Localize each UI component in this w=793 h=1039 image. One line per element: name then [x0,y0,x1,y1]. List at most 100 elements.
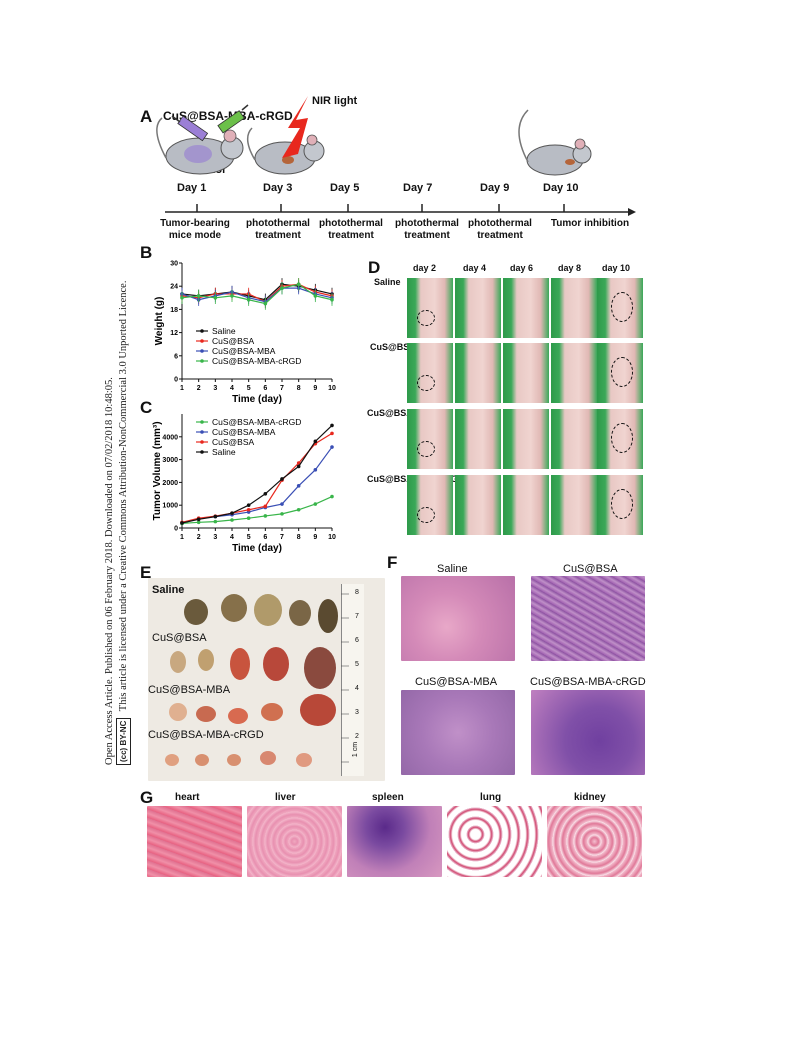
data-point [330,494,334,499]
timeline-day: Day 9 [480,182,510,194]
timeline-label: Tumor inhibition [550,218,630,229]
timeline-axis [165,204,636,216]
y-axis-label: Tumor Volume (mm³) [152,421,163,520]
data-point [196,517,201,522]
x-tick-label: 1 [180,385,184,392]
ruler-mark: 3 [355,709,359,716]
tumor-outline-icon [417,507,435,523]
data-point [313,439,318,444]
x-tick-label: 8 [297,385,301,392]
histology-image [531,576,645,661]
organ-label: kidney [574,792,606,803]
mouse-photo [597,409,643,469]
series-line-rgd [181,283,333,305]
y-tick-label: 3000 [162,457,178,464]
data-point [280,477,284,481]
panel-c-letter: C [140,398,153,417]
x-tick-label: 7 [280,385,284,392]
data-point [246,516,251,520]
ruler-mark: 1 cm [352,741,360,758]
data-point [196,294,201,298]
mouse-photo [597,475,643,535]
y-axis-label: Weight (g) [154,297,165,346]
y-tick-label: 30 [170,261,178,268]
x-tick-label: 9 [313,385,317,392]
series-line-bsa [181,283,333,303]
mouse-photo [503,343,549,403]
panel-d-group-label: Saline [374,277,401,287]
mouse-icon [246,127,325,175]
panel-e-letter: E [140,563,152,582]
data-point [280,502,284,506]
data-point [296,282,301,287]
x-tick-label: 9 [313,534,317,541]
data-point [230,294,234,298]
panel-a-letter: A [140,107,153,126]
x-tick-label: 3 [213,534,217,541]
panel-a-compound: CuS@BSA-MBA-cRGD [163,109,293,123]
panel-d-day-label: day 10 [602,263,631,273]
tumor-volume-chart: 1 2 3 4 5 6 7 8 9 10 0 1000 2000 3000 4000 Time (day) Tu… [152,414,336,554]
timeline-label: photothermal treatment [246,218,310,241]
timeline-label: photothermal treatment [319,218,383,241]
legend-marker [200,339,204,343]
timeline-day: Day 7 [403,182,433,194]
y-tick-label: 12 [170,330,178,337]
data-point [263,514,268,518]
tumor-group-label: CuS@BSA [152,632,207,644]
y-tick-label: 0 [174,377,178,384]
panel-d-day-label: day 4 [463,263,487,273]
timeline-day: Day 5 [330,182,360,194]
data-point [280,512,284,516]
panel-d-day-label: day 6 [510,263,534,273]
legend-label: CuS@BSA-MBA [212,427,276,437]
data-point [246,503,251,507]
panel-d-group-label: CuS@BSA-MBA [367,408,437,418]
organ-histology-image [547,806,642,877]
mouse-photo [597,278,643,338]
histology-image [401,576,515,661]
histology-label: CuS@BSA-MBA-cRGD [530,676,646,688]
panel-a-illustration [156,96,592,176]
ruler-mark: 5 [355,661,359,668]
timeline-label: photothermal treatment [468,218,532,241]
x-tick-label: 5 [247,534,251,541]
legend-marker [200,349,204,353]
ruler-icon [341,584,364,776]
data-point [213,519,218,524]
x-tick-label: 2 [197,534,201,541]
ruler-mark: 8 [355,589,359,596]
data-point [196,520,201,525]
mouse-icon [518,109,592,176]
organ-label: lung [480,792,502,803]
y-tick-label: 0 [174,526,178,533]
cc-license-badge[interactable]: (cc) BY-NC [116,717,131,765]
syringe-icon [217,104,249,134]
legend-marker [200,420,204,424]
data-point [330,297,334,302]
panel-d-letter: D [368,258,381,277]
mouse-photo [551,343,597,403]
data-point [263,504,268,509]
legend-marker [200,450,204,454]
license-note: Open Access Article. Published on 06 Feb… [103,5,133,765]
x-tick-label: 8 [297,534,301,541]
tumor-group-label: CuS@BSA-MBA-cRGD [148,729,264,741]
y-tick-label: 1000 [162,503,178,510]
mouse-icon [156,117,244,175]
data-point [296,484,301,488]
organ-histology-image [147,806,242,877]
tumor-outline-icon [611,489,633,519]
histology-label: CuS@BSA-MBA [415,676,498,688]
x-tick-label: 10 [328,534,336,541]
legend-label: CuS@BSA [212,336,255,346]
data-point [213,514,218,519]
histology-image [531,690,645,775]
tumor-sample-row [184,594,338,633]
y-tick-label: 24 [170,284,178,291]
histology-label: Saline [437,563,468,575]
tumor-sample-row [169,694,336,726]
panel-g-letter: G [140,788,154,807]
x-tick-label: 2 [197,385,201,392]
